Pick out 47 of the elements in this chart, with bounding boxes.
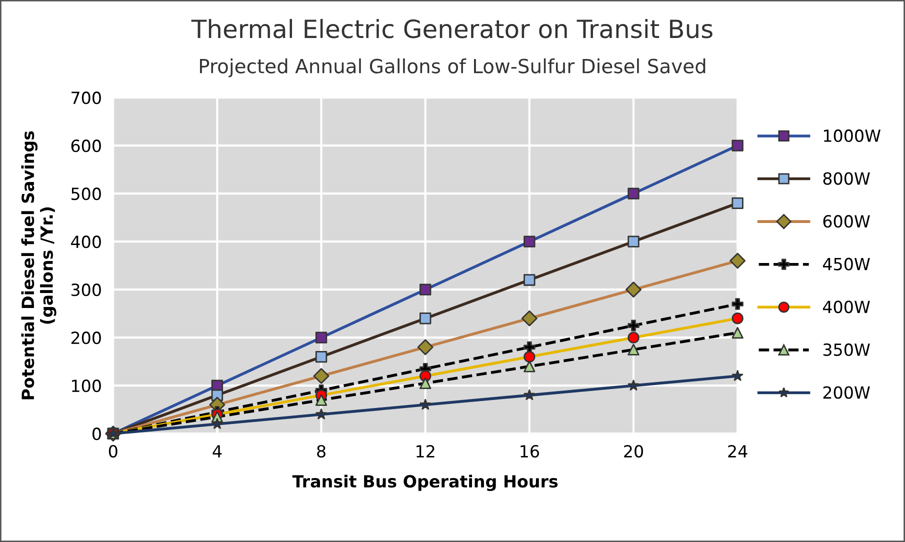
point	[315, 350, 328, 363]
point	[313, 368, 330, 384]
point	[732, 326, 744, 339]
chart-title: Thermal Electric Generator on Transit Bus	[191, 18, 712, 38]
point	[626, 282, 642, 298]
x-tick-label: 0	[108, 445, 118, 458]
y-tick-label: 700	[72, 92, 101, 104]
y-axis-title: Potential Diesel fuel Savings (gallons /Yr.)	[21, 131, 56, 400]
legend-label: 400W	[822, 300, 870, 314]
point	[211, 410, 224, 423]
y-tick-label: 0	[92, 428, 101, 440]
point	[315, 394, 328, 406]
y-tick-label: 600	[71, 140, 101, 152]
point	[420, 312, 432, 324]
point	[420, 284, 432, 296]
point	[420, 377, 432, 390]
x-axis-title: Transit Bus Operating Hours	[292, 474, 558, 491]
point	[732, 197, 744, 210]
point	[628, 236, 640, 248]
y-tick-label: 400	[71, 236, 101, 248]
y-tick-label: 200	[71, 332, 101, 344]
x-tick-label: 16	[520, 445, 539, 458]
x-tick-label: 24	[728, 445, 748, 458]
chart-subtitle: Projected Annual Gallons of Low-Sulfur Diesel Saved	[200, 58, 706, 78]
y-tick-label: 500	[71, 188, 101, 200]
point	[524, 360, 536, 372]
point	[628, 344, 640, 356]
point	[417, 339, 434, 356]
y-tick-label: 300	[71, 284, 101, 296]
legend-label: 200W	[823, 386, 870, 399]
x-tick-label: 12	[416, 445, 434, 458]
point	[524, 274, 536, 286]
x-tick-label: 4	[212, 445, 222, 458]
point	[628, 188, 640, 200]
y-tick-label: 100	[72, 380, 101, 392]
legend-label: 1000W	[824, 129, 881, 142]
point	[521, 310, 538, 326]
point	[730, 252, 746, 269]
legend-label: 450W	[822, 258, 870, 270]
point	[315, 332, 328, 344]
legend-label: 600W	[823, 215, 870, 228]
point	[732, 140, 744, 152]
point	[524, 236, 536, 248]
x-tick-label: 20	[624, 445, 643, 458]
legend-label: 350W	[823, 343, 870, 356]
legend-label: 800W	[823, 172, 870, 185]
x-tick-label: 8	[317, 445, 326, 458]
